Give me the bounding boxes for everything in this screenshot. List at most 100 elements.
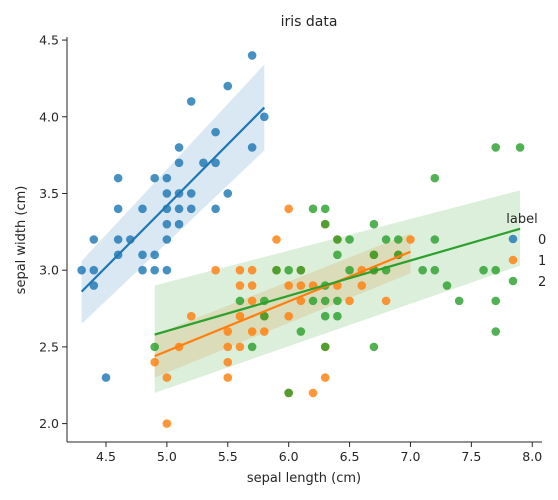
data-point-0 bbox=[199, 158, 208, 168]
data-point-0 bbox=[162, 219, 172, 229]
data-point-2 bbox=[260, 311, 269, 321]
data-point-1 bbox=[247, 281, 257, 290]
data-point-0 bbox=[260, 112, 269, 122]
data-point-0 bbox=[150, 250, 159, 260]
data-point-2 bbox=[333, 250, 342, 260]
data-point-0 bbox=[223, 81, 233, 91]
y-tick-label: 2.5 bbox=[39, 339, 59, 354]
data-point-0 bbox=[101, 373, 111, 382]
data-point-2 bbox=[150, 342, 159, 352]
data-point-1 bbox=[308, 388, 318, 398]
confidence-band-2 bbox=[154, 190, 521, 393]
x-axis-label: sepal length (cm) bbox=[247, 471, 361, 486]
data-point-0 bbox=[211, 204, 220, 214]
data-point-2 bbox=[320, 311, 330, 321]
legend: label 0 1 2 bbox=[506, 212, 546, 290]
data-point-2 bbox=[333, 235, 342, 244]
data-point-0 bbox=[174, 219, 184, 229]
data-point-0 bbox=[150, 173, 159, 183]
data-point-0 bbox=[211, 158, 220, 168]
data-point-1 bbox=[186, 311, 196, 321]
data-point-2 bbox=[491, 143, 501, 152]
data-point-2 bbox=[418, 265, 427, 275]
data-point-1 bbox=[247, 327, 257, 336]
data-point-1 bbox=[381, 296, 391, 306]
data-point-2 bbox=[247, 342, 257, 352]
data-point-0 bbox=[162, 265, 172, 275]
data-point-2 bbox=[393, 235, 403, 244]
y-axis-ticks: 2.0 2.5 3.0 3.5 4.0 4.5 bbox=[39, 33, 67, 431]
data-point-1 bbox=[284, 311, 293, 321]
data-point-0 bbox=[138, 265, 147, 275]
data-point-2 bbox=[296, 327, 306, 336]
data-point-1 bbox=[162, 373, 172, 382]
data-point-0 bbox=[113, 204, 123, 214]
data-point-0 bbox=[89, 281, 99, 290]
data-point-0 bbox=[138, 204, 147, 214]
regression-line-0 bbox=[80, 106, 266, 293]
data-point-2 bbox=[296, 265, 306, 275]
legend-marker-2 bbox=[508, 276, 518, 286]
data-point-1 bbox=[223, 342, 233, 352]
data-point-0 bbox=[138, 250, 147, 260]
data-point-2 bbox=[320, 219, 330, 229]
data-point-2 bbox=[369, 219, 379, 229]
data-point-0 bbox=[174, 143, 184, 152]
data-point-2 bbox=[333, 296, 342, 306]
x-tick-label: 6.5 bbox=[340, 449, 360, 464]
data-point-1 bbox=[272, 235, 281, 244]
data-point-1 bbox=[150, 357, 159, 367]
data-point-1 bbox=[223, 327, 233, 336]
x-axis-ticks: 4.5 5.0 5.5 6.0 6.5 7.0 7.5 8.0 bbox=[96, 442, 542, 464]
data-point-2 bbox=[454, 296, 464, 306]
x-tick-label: 6.0 bbox=[279, 449, 299, 464]
regression-line-1 bbox=[154, 250, 411, 358]
x-tick-label: 7.0 bbox=[401, 449, 421, 464]
confidence-bands bbox=[81, 64, 521, 393]
y-tick-label: 2.0 bbox=[39, 416, 59, 431]
data-point-2 bbox=[479, 265, 488, 275]
data-point-1 bbox=[211, 265, 220, 275]
data-point-1 bbox=[260, 327, 269, 336]
data-point-0 bbox=[150, 265, 159, 275]
data-point-1 bbox=[235, 342, 245, 352]
y-tick-label: 3.5 bbox=[39, 186, 59, 201]
data-point-2 bbox=[381, 235, 391, 244]
legend-label-1: 1 bbox=[538, 254, 546, 269]
data-point-0 bbox=[211, 127, 220, 137]
data-point-2 bbox=[272, 265, 281, 275]
data-point-1 bbox=[235, 265, 245, 275]
data-point-1 bbox=[235, 281, 245, 290]
data-point-1 bbox=[357, 281, 367, 290]
y-tick-label: 4.0 bbox=[39, 109, 59, 124]
data-point-0 bbox=[186, 97, 196, 106]
data-point-1 bbox=[223, 357, 233, 367]
data-point-0 bbox=[223, 189, 233, 198]
data-point-2 bbox=[369, 250, 379, 260]
data-point-0 bbox=[113, 235, 123, 244]
data-point-0 bbox=[89, 265, 99, 275]
data-point-2 bbox=[320, 204, 330, 214]
data-point-1 bbox=[296, 281, 306, 290]
y-tick-label: 3.0 bbox=[39, 263, 59, 278]
x-tick-label: 4.5 bbox=[96, 449, 116, 464]
data-point-0 bbox=[186, 189, 196, 198]
data-point-2 bbox=[491, 265, 501, 275]
x-tick-label: 5.5 bbox=[218, 449, 238, 464]
data-point-2 bbox=[345, 235, 354, 244]
data-point-0 bbox=[186, 204, 196, 214]
data-point-0 bbox=[162, 235, 172, 244]
data-point-0 bbox=[247, 51, 257, 60]
legend-marker-0 bbox=[508, 234, 518, 244]
data-point-0 bbox=[162, 173, 172, 183]
data-point-2 bbox=[308, 204, 318, 214]
legend-title: label bbox=[506, 212, 537, 227]
x-tick-label: 5.0 bbox=[157, 449, 177, 464]
regression-line-2 bbox=[154, 227, 521, 336]
data-point-2 bbox=[430, 235, 440, 244]
data-point-1 bbox=[406, 235, 415, 244]
data-point-2 bbox=[235, 296, 245, 306]
data-point-0 bbox=[77, 265, 86, 275]
data-point-2 bbox=[320, 296, 330, 306]
data-point-2 bbox=[308, 296, 318, 306]
